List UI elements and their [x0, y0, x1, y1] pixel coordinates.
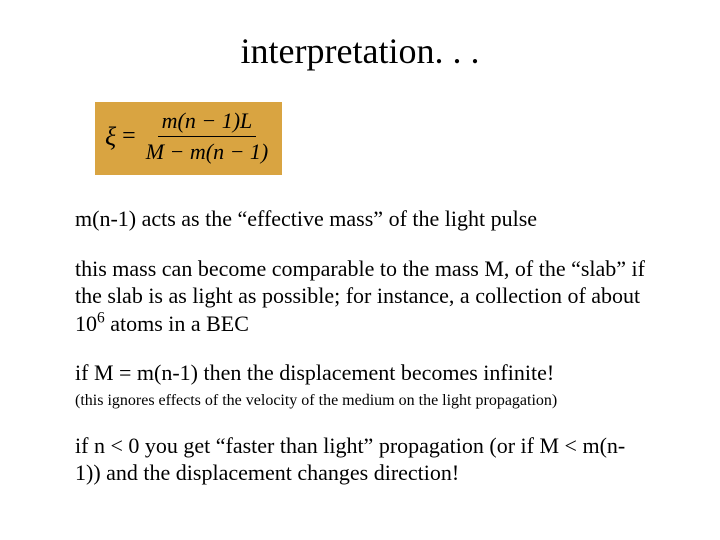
- p2-text-b: atoms in a BEC: [105, 311, 249, 336]
- formula-lhs: ξ: [105, 122, 116, 152]
- slide-title: interpretation. . .: [75, 30, 645, 72]
- formula: ξ = m(n − 1)L M − m(n − 1): [105, 108, 272, 165]
- formula-fraction: m(n − 1)L M − m(n − 1): [142, 108, 273, 165]
- slide-container: interpretation. . . ξ = m(n − 1)L M − m(…: [0, 0, 720, 540]
- paragraph-comparable-mass: this mass can become comparable to the m…: [75, 255, 645, 338]
- paragraph-note: (this ignores effects of the velocity of…: [75, 391, 645, 410]
- p2-superscript: 6: [97, 309, 105, 326]
- formula-box: ξ = m(n − 1)L M − m(n − 1): [95, 102, 282, 175]
- formula-numerator: m(n − 1)L: [158, 108, 257, 137]
- formula-denominator: M − m(n − 1): [142, 137, 273, 165]
- paragraph-infinite-displacement: if M = m(n-1) then the displacement beco…: [75, 359, 645, 387]
- paragraph-effective-mass: m(n-1) acts as the “effective mass” of t…: [75, 205, 645, 233]
- paragraph-faster-than-light: if n < 0 you get “faster than light” pro…: [75, 432, 645, 487]
- formula-equals: =: [122, 123, 136, 150]
